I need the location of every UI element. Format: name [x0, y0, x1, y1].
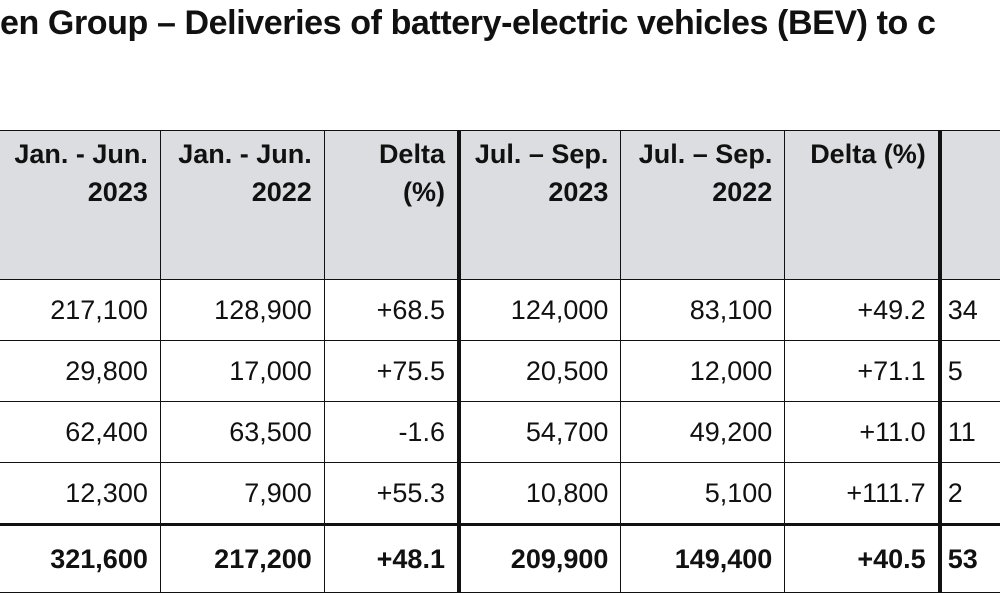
- cell: 128,900: [159, 279, 325, 341]
- total-cell: +48.1: [323, 524, 460, 593]
- cell: 54,700: [456, 401, 622, 463]
- cell: 7,900: [159, 462, 325, 526]
- cell: 12,300: [0, 462, 161, 526]
- cell: 5,100: [620, 462, 786, 526]
- header-delta-q3: Delta (%): [784, 130, 941, 280]
- header-cut-off: [937, 130, 1000, 280]
- cell: +111.7: [784, 462, 941, 526]
- cell: 17,000: [159, 340, 325, 402]
- header-delta-h1: Delta (%): [323, 130, 460, 280]
- cell: 10,800: [456, 462, 622, 526]
- total-cell: 217,200: [159, 524, 325, 593]
- table-row: 217,100 128,900 +68.5 124,000 83,100 +49…: [0, 279, 1000, 341]
- cell: 29,800: [0, 340, 161, 402]
- total-cell: 53: [937, 524, 1000, 593]
- header-jul-sep-2022: Jul. – Sep. 2022: [620, 130, 786, 280]
- cell: 5: [937, 340, 1000, 402]
- cell: 62,400: [0, 401, 161, 463]
- header-jul-sep-2023: Jul. – Sep. 2023: [456, 130, 622, 280]
- cell: -1.6: [323, 401, 460, 463]
- deliveries-table: Jan. - Jun. 2023 Jan. - Jun. 2022 Delta (%)…: [0, 130, 1000, 593]
- cell: 20,500: [456, 340, 622, 402]
- header-row: Jan. - Jun. 2023 Jan. - Jun. 2022 Delta (%)…: [0, 130, 1000, 280]
- cell: +49.2: [784, 279, 941, 341]
- cell: 34: [937, 279, 1000, 341]
- header-jan-jun-2022: Jan. - Jun. 2022: [159, 130, 325, 280]
- table-row: 12,300 7,900 +55.3 10,800 5,100 +111.7 2: [0, 462, 1000, 526]
- cell: 11: [937, 401, 1000, 463]
- total-cell: +40.5: [784, 524, 941, 593]
- total-cell: 321,600: [0, 524, 161, 593]
- total-row: 321,600 217,200 +48.1 209,900 149,400 +4…: [0, 524, 1000, 593]
- cell: +11.0: [784, 401, 941, 463]
- cell: +71.1: [784, 340, 941, 402]
- cell: 124,000: [456, 279, 622, 341]
- table-row: 29,800 17,000 +75.5 20,500 12,000 +71.1 …: [0, 340, 1000, 402]
- cell: 63,500: [159, 401, 325, 463]
- page-title: en Group – Deliveries of battery-electri…: [0, 4, 936, 42]
- cell: +55.3: [323, 462, 460, 526]
- cell: 83,100: [620, 279, 786, 341]
- total-cell: 149,400: [620, 524, 786, 593]
- cell: 217,100: [0, 279, 161, 341]
- header-jan-jun-2023: Jan. - Jun. 2023: [0, 130, 161, 280]
- total-cell: 209,900: [456, 524, 622, 593]
- table-row: 62,400 63,500 -1.6 54,700 49,200 +11.0 1…: [0, 401, 1000, 463]
- deliveries-table-container: Jan. - Jun. 2023 Jan. - Jun. 2022 Delta (%)…: [0, 130, 1000, 593]
- cell: 12,000: [620, 340, 786, 402]
- cell: +75.5: [323, 340, 460, 402]
- cell: 2: [937, 462, 1000, 526]
- cell: +68.5: [323, 279, 460, 341]
- cell: 49,200: [620, 401, 786, 463]
